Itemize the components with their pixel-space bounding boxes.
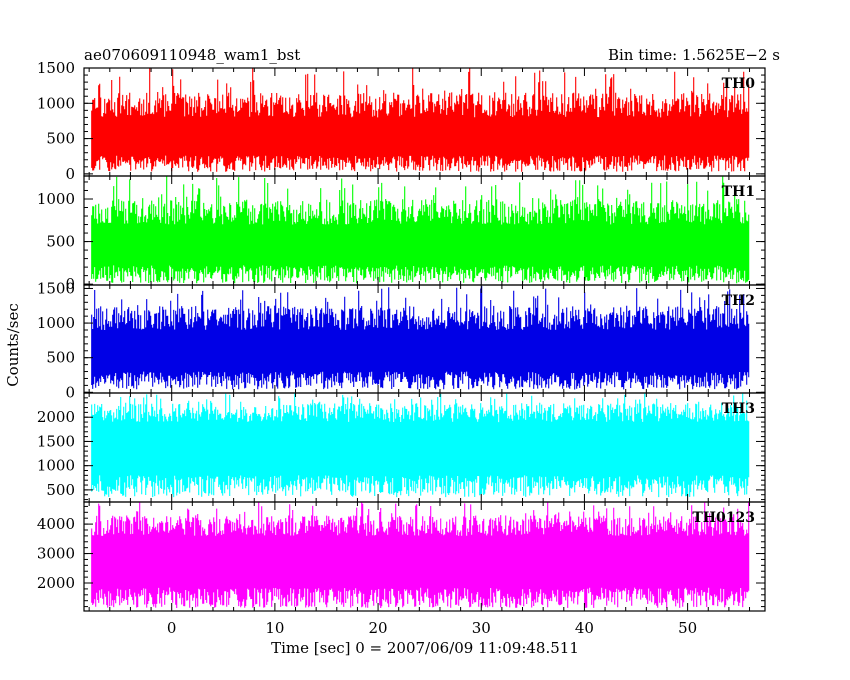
panel-th0123: 2000 3000 4000 TH0123 [37, 501, 766, 612]
panel-th0: 0 500 1000 1500 TH0 [37, 59, 766, 183]
x-tick-label: 20 [369, 619, 388, 637]
panels-group: 0 500 1000 1500 TH0 0 500 1000 TH1 0 500 1000 1500 TH… [37, 59, 766, 612]
y-tick-label: 4000 [37, 515, 75, 533]
panel-label: TH3 [722, 401, 755, 417]
y-tick-label: 1500 [37, 432, 75, 450]
panel-label: TH1 [722, 184, 755, 200]
y-tick-label: 1000 [37, 457, 75, 475]
panel-frame [83, 501, 766, 612]
panel-th2: 0 500 1000 1500 TH2 [37, 279, 766, 401]
x-axis: 0 10 20 30 40 50 [167, 619, 697, 637]
x-tick-label: 50 [678, 619, 697, 637]
y-tick-label: 500 [46, 130, 75, 148]
series-th3 [91, 393, 750, 498]
y-tick-label: 500 [46, 233, 75, 251]
chart-title: ae070609110948_wam1_bst [84, 46, 300, 64]
y-tick-label: 1000 [37, 314, 75, 332]
y-tick-label: 500 [46, 349, 75, 367]
x-tick-label: 10 [265, 619, 284, 637]
y-tick-label: 1000 [37, 190, 75, 208]
y-tick-label: 3000 [37, 545, 75, 563]
x-tick-label: 30 [472, 619, 491, 637]
panel-th1: 0 500 1000 TH1 [37, 175, 766, 293]
series-th1 [91, 176, 750, 284]
series-th0123 [91, 502, 750, 608]
series-th2 [91, 286, 750, 390]
y-tick-label: 1500 [37, 59, 75, 77]
x-tick-label: 40 [575, 619, 594, 637]
y-tick-label: 0 [65, 165, 75, 183]
y-tick-label: 0 [65, 383, 75, 401]
y-tick-label: 2000 [37, 408, 75, 426]
y-tick-label: 500 [46, 481, 75, 499]
y-tick-label: 2000 [37, 574, 75, 592]
panel-th3: 500 1000 1500 2000 TH3 [37, 392, 766, 503]
panel-label: TH2 [722, 293, 755, 309]
series-th0 [91, 68, 750, 172]
y-tick-label: 1000 [37, 94, 75, 112]
x-tick-label: 0 [167, 619, 177, 637]
bin-time-label: Bin time: 1.5625E−2 s [608, 46, 780, 64]
y-tick-label: 1500 [37, 279, 75, 297]
x-axis-title: Time [sec] 0 = 2007/06/09 11:09:48.511 [271, 639, 579, 657]
panel-label: TH0 [722, 76, 756, 92]
y-axis-title: Counts/sec [4, 303, 22, 387]
y-tick-label: 0 [65, 275, 75, 293]
panel-label: TH0123 [692, 510, 755, 526]
